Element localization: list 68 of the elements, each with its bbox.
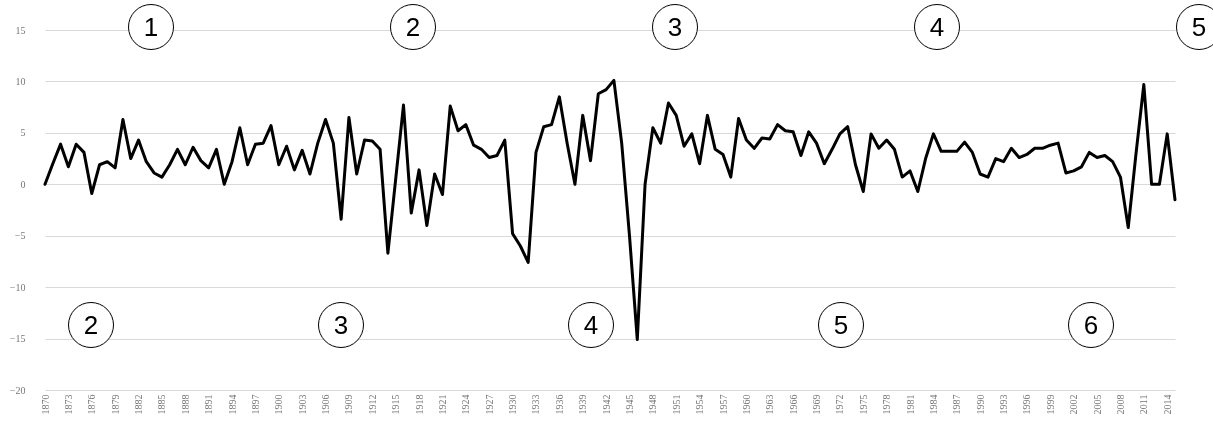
x-tick-label: 1975 [857,394,869,415]
x-tick-label: 1963 [764,394,776,415]
x-tick-label: 1987 [951,394,963,415]
x-tick-label: 1894 [226,394,238,415]
x-tick-label: 1930 [507,394,519,415]
x-tick-label: 1936 [553,394,565,415]
x-tick-label: 1918 [413,394,425,415]
x-tick-label: 1873 [62,394,74,415]
x-tick-label: 1993 [998,394,1010,415]
x-tick-label: 1948 [647,394,659,415]
x-tick-label: 1912 [366,394,378,415]
line-series [43,78,1177,342]
x-tick-label: 1888 [179,394,191,415]
y-tick-label: 10 [15,75,26,87]
x-tick-label: 1927 [483,394,495,415]
x-tick-label: 2008 [1114,394,1126,415]
x-tick-label: 1951 [670,394,682,415]
x-tick-label: 1882 [133,394,145,415]
x-tick-label: 2011 [1138,394,1150,415]
annotation: 3 [318,302,364,348]
x-tick-label: 2014 [1161,394,1173,415]
x-tick-label: 2005 [1091,394,1103,415]
x-tick-label: 1939 [577,394,589,415]
y-tick-label: −5 [14,230,26,242]
annotation: 5 [818,302,864,348]
x-tick-label: 1879 [109,394,121,415]
x-tick-label: 1897 [249,394,261,415]
x-tick-label: 1921 [436,394,448,415]
x-tick-label: 1954 [694,394,706,415]
x-tick-label: 1972 [834,394,846,415]
x-tick-label: 1906 [320,394,332,415]
annotation: 6 [1068,302,1114,348]
text: 5 [1176,4,1213,50]
x-tick-label: 1984 [927,394,939,415]
x-tick-label: 1990 [974,394,986,415]
annotation: 1 [128,4,174,50]
y-tick-label: 0 [20,178,26,190]
x-tick-label: 1885 [156,394,168,415]
x-tick-label: 1996 [1021,394,1033,415]
x-tick-label: 1870 [39,394,51,415]
y-tick-label: −15 [9,333,26,345]
x-tick-label: 1876 [86,394,98,415]
x-tick-label: 1891 [203,394,215,415]
y-tick-label: 15 [15,24,26,36]
x-tick-label: 1924 [460,394,472,415]
x-tick-label: 1969 [811,394,823,415]
x-tick-label: 1957 [717,394,729,415]
x-tick-label: 1915 [390,394,402,415]
x-tick-label: 2002 [1068,394,1080,415]
x-tick-label: 1900 [273,394,285,415]
annotation: 4 [914,4,960,50]
x-tick-label: 1981 [904,394,916,415]
x-tick-label: 1966 [787,394,799,415]
x-tick-label: 1978 [881,394,893,415]
x-tick-label: 1909 [343,394,355,415]
annotation: 2 [68,302,114,348]
y-tick-label: 5 [20,127,26,139]
annotation: 2 [390,4,436,50]
x-tick-label: 1903 [296,394,308,415]
x-tick-label: 1942 [600,394,612,415]
x-tick-label: 1999 [1044,394,1056,415]
x-tick-label: 1960 [740,394,752,415]
y-tick-label: −10 [9,281,26,293]
x-tick-label: 1933 [530,394,542,415]
y-tick-label: −20 [9,384,26,396]
annotation: 4 [568,302,614,348]
x-tick-label: 1945 [623,394,635,415]
annotation: 3 [652,4,698,50]
